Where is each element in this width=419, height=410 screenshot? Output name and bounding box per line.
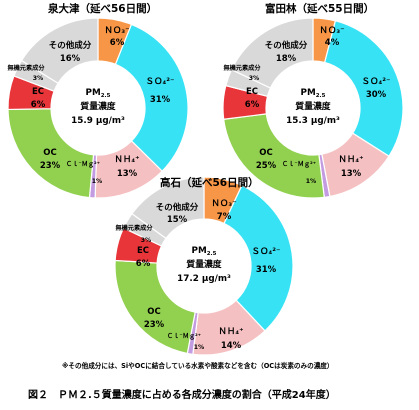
- pie-slice: [114, 23, 189, 172]
- pie-slice: [114, 259, 196, 355]
- center-label-pm: PM2.5: [301, 88, 326, 99]
- slice-name-label: ＮＯ₃⁻: [211, 198, 236, 209]
- slice-value-label: 31%: [150, 95, 171, 105]
- chart-title: 泉大津（延べ56日間）: [47, 2, 157, 15]
- slice-name-label: その他成分: [49, 40, 92, 51]
- slice-name-label: ＳＯ₄²⁻: [146, 76, 175, 87]
- slice-value-label: 13%: [117, 169, 138, 179]
- donut-chart-izumiotsu: 泉大津（延べ56日間） PM2.5質量濃度 15.9 μg/m³ ＮＯ₃⁻ 6% ＳＯ₄²…: [7, 2, 189, 199]
- slice-value-label: 25%: [256, 161, 277, 171]
- pie-slice: [223, 184, 294, 332]
- figure-caption: 図２ ＰＭ２.５質量濃度に占める各成分濃度の割合（平成24年度）: [28, 388, 336, 401]
- slice-name-label: 無機元素成分: [115, 224, 153, 232]
- slice-value-label: 15%: [167, 215, 188, 225]
- slice-name-label: ＮＨ₄⁺: [114, 154, 139, 165]
- center-label-pm: PM2.5: [86, 88, 111, 99]
- slice-name-label: OC: [147, 307, 160, 317]
- slice-value-label: 6%: [245, 100, 260, 110]
- slice-value-label: 3%: [249, 75, 260, 82]
- slice-value-label: 6%: [110, 38, 125, 48]
- slice-value-label: 14%: [221, 341, 242, 351]
- center-label-value: 15.9 μg/m³: [71, 116, 125, 126]
- pie-slice: [20, 17, 99, 85]
- slice-value-label: 7%: [217, 212, 232, 222]
- slice-value-label: 6%: [31, 100, 46, 110]
- slice-name-label: ＳＯ₄²⁻: [252, 246, 281, 257]
- slice-name-label: Ｃｌ⁻Ｍｇ²⁺: [66, 160, 100, 169]
- center-label-value: 17.2 μg/m³: [177, 274, 231, 284]
- center-label-mass: 質量濃度: [80, 100, 115, 112]
- slice-value-label: 31%: [256, 265, 277, 275]
- slice-name-label: Ｃｌ⁻Ｍｇ²⁺: [167, 332, 201, 341]
- slice-value-label: 23%: [40, 161, 61, 171]
- center-label-mass: 質量濃度: [186, 258, 221, 270]
- slice-value-label: 1%: [194, 344, 205, 351]
- slice-value-label: 16%: [60, 54, 81, 64]
- footnote: ※その他成分には、SiやOCに結合している水素や酸素などを含む（OCは炭素のみの…: [62, 361, 333, 370]
- donut-chart-takaishi: 高石（延べ56日間） PM2.5質量濃度 17.2 μg/m³ ＮＯ₃⁻ 7% ＳＯ₄²⁻…: [114, 176, 294, 356]
- center-label-value: 15.3 μg/m³: [286, 116, 340, 126]
- slice-value-label: 1%: [92, 178, 103, 185]
- slice-name-label: OC: [43, 148, 56, 158]
- slice-name-label: その他成分: [265, 40, 308, 51]
- slice-name-label: EC: [246, 87, 258, 97]
- slice-name-label: EC: [137, 246, 149, 256]
- slice-name-label: その他成分: [156, 202, 199, 213]
- pie-slice: [223, 113, 325, 199]
- slice-value-label: 23%: [144, 320, 165, 330]
- slice-value-label: 1%: [306, 178, 317, 185]
- chart-title: 富田林（延べ55日間）: [265, 2, 374, 15]
- center-label-pm: PM2.5: [192, 246, 217, 257]
- slice-name-label: ＮＯ₃⁻: [104, 25, 129, 36]
- slice-name-label: EC: [32, 87, 44, 97]
- slice-name-label: ＳＯ₄²⁻: [362, 76, 391, 87]
- slice-name-label: ＮＯ₃⁻: [319, 25, 344, 36]
- slice-name-label: OC: [259, 148, 272, 158]
- slice-value-label: 6%: [136, 259, 151, 269]
- slice-value-label: 4%: [325, 38, 340, 48]
- donut-chart-tondabayashi: 富田林（延べ55日間） PM2.5質量濃度 15.3 μg/m³ ＮＯ₃⁻ 4% ＳＯ₄²…: [222, 2, 404, 199]
- chart-title: 高石（延べ56日間）: [160, 176, 259, 189]
- slice-name-label: ＮＨ₄⁺: [218, 326, 243, 337]
- slice-value-label: 13%: [341, 169, 362, 179]
- slice-name-label: 無機元素成分: [223, 64, 261, 72]
- pie-slice: [230, 17, 314, 89]
- slice-value-label: 30%: [366, 90, 387, 100]
- slice-name-label: 無機元素成分: [7, 64, 45, 72]
- slice-value-label: 18%: [276, 54, 297, 64]
- slice-value-label: 3%: [141, 237, 152, 244]
- pie-slice: [131, 176, 205, 240]
- center-label-mass: 質量濃度: [295, 100, 330, 112]
- pie-slice: [323, 20, 404, 158]
- slice-value-label: 3%: [33, 75, 44, 82]
- slice-name-label: Ｃｌ⁻Ｍｇ²⁺: [282, 160, 316, 169]
- slice-name-label: ＮＨ₄⁺: [338, 154, 363, 165]
